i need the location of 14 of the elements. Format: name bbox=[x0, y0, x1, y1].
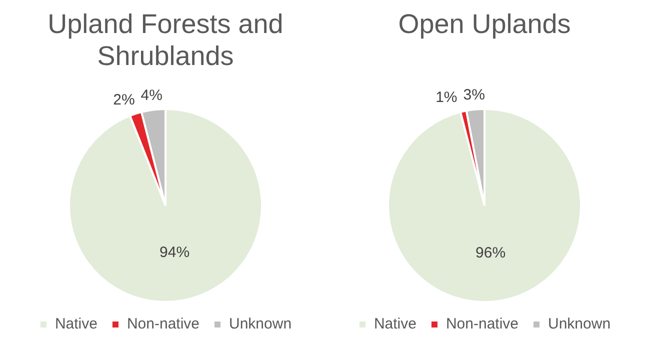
legend-label: Native bbox=[54, 316, 98, 333]
data-label: 2% bbox=[113, 92, 135, 109]
data-label: 96% bbox=[476, 244, 506, 262]
data-label: 94% bbox=[160, 244, 190, 262]
legend-label: Native bbox=[374, 316, 416, 333]
legend-label: Non-native bbox=[126, 316, 200, 333]
chart-title: Upland Forests and Shrublands bbox=[46, 8, 284, 73]
legend-label: Unknown bbox=[229, 316, 292, 333]
chart-title: Open Uplands bbox=[397, 8, 572, 41]
legend-label: Unknown bbox=[548, 316, 611, 333]
data-label: 4% bbox=[140, 87, 162, 104]
data-label: 1% bbox=[436, 88, 458, 106]
data-label: 3% bbox=[463, 86, 485, 104]
legend-label: Non-native bbox=[446, 316, 519, 333]
